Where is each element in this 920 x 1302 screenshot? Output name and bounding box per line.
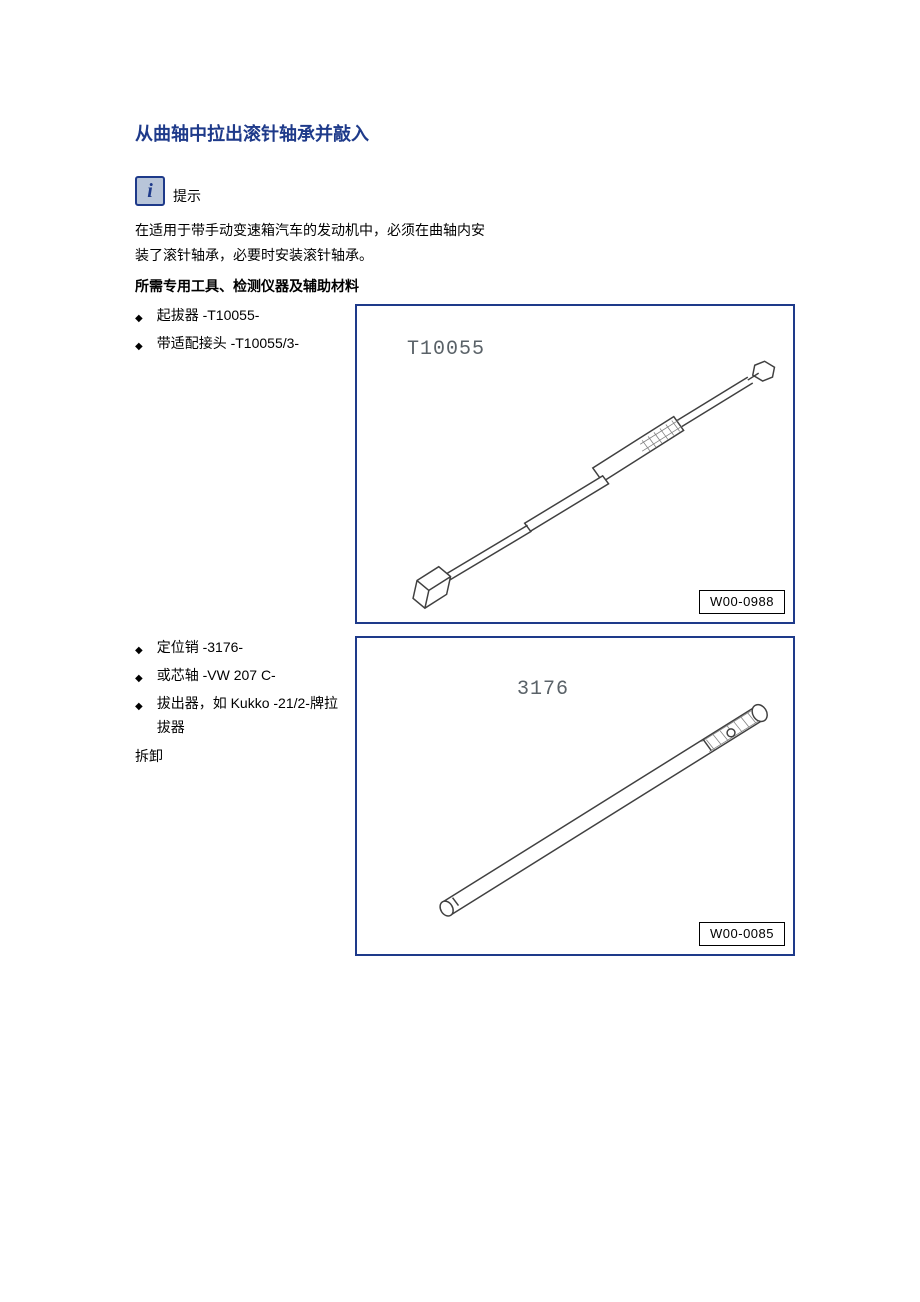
tool-item: ◆ 或芯轴 -VW 207 C- (135, 664, 345, 688)
figure-1-illustration (357, 306, 793, 622)
tool-item: ◆ 带适配接头 -T10055/3- (135, 332, 345, 356)
info-icon-letter: i (147, 180, 153, 203)
content-row-1: ◆ 起拔器 -T10055- ◆ 带适配接头 -T10055/3- T10055 (135, 304, 860, 636)
disassembly-label: 拆卸 (135, 746, 345, 766)
tool-item-label: 定位销 -3176- (157, 636, 345, 660)
figure-2-tag-wrap: W00-0085 (699, 922, 785, 946)
tools-list-2-wrap: ◆ 定位销 -3176- ◆ 或芯轴 -VW 207 C- ◆ 拔出器，如 Ku… (135, 636, 345, 765)
tool-item: ◆ 定位销 -3176- (135, 636, 345, 660)
tool-item-label: 带适配接头 -T10055/3- (157, 332, 345, 356)
tools-list-1: ◆ 起拔器 -T10055- ◆ 带适配接头 -T10055/3- (135, 304, 345, 356)
description-line-1: 在适用于带手动变速箱汽车的发动机中，必须在曲轴内安 (135, 222, 485, 238)
figure-1-tag-wrap: W00-0988 (699, 590, 785, 614)
content-row-2: ◆ 定位销 -3176- ◆ 或芯轴 -VW 207 C- ◆ 拔出器，如 Ku… (135, 636, 860, 968)
hint-row: i 提示 (135, 176, 860, 206)
figure-2-illustration (357, 638, 793, 954)
page-title: 从曲轴中拉出滚针轴承并敲入 (135, 120, 860, 146)
figure-2: 3176 (355, 636, 795, 956)
tools-list-1-wrap: ◆ 起拔器 -T10055- ◆ 带适配接头 -T10055/3- (135, 304, 345, 360)
description-line-2: 装了滚针轴承，必要时安装滚针轴承。 (135, 247, 373, 263)
bullet-icon: ◆ (135, 332, 143, 355)
tools-list-2: ◆ 定位销 -3176- ◆ 或芯轴 -VW 207 C- ◆ 拔出器，如 Ku… (135, 636, 345, 739)
info-icon: i (135, 176, 165, 206)
tool-item-label: 或芯轴 -VW 207 C- (157, 664, 345, 688)
bullet-icon: ◆ (135, 304, 143, 327)
tool-item-label: 起拔器 -T10055- (157, 304, 345, 328)
description-text: 在适用于带手动变速箱汽车的发动机中，必须在曲轴内安 装了滚针轴承，必要时安装滚针… (135, 218, 495, 268)
bullet-icon: ◆ (135, 636, 143, 659)
figure-2-tag: W00-0085 (710, 926, 774, 941)
tools-header: 所需专用工具、检测仪器及辅助材料 (135, 276, 860, 296)
tool-item: ◆ 起拔器 -T10055- (135, 304, 345, 328)
tool-item-label: 拔出器，如 Kukko -21/2-牌拉拔器 (157, 692, 345, 740)
tool-item: ◆ 拔出器，如 Kukko -21/2-牌拉拔器 (135, 692, 345, 740)
figure-1: T10055 (355, 304, 795, 624)
bullet-icon: ◆ (135, 664, 143, 687)
figure-1-tag: W00-0988 (710, 594, 774, 609)
bullet-icon: ◆ (135, 692, 143, 715)
hint-label: 提示 (173, 186, 201, 206)
